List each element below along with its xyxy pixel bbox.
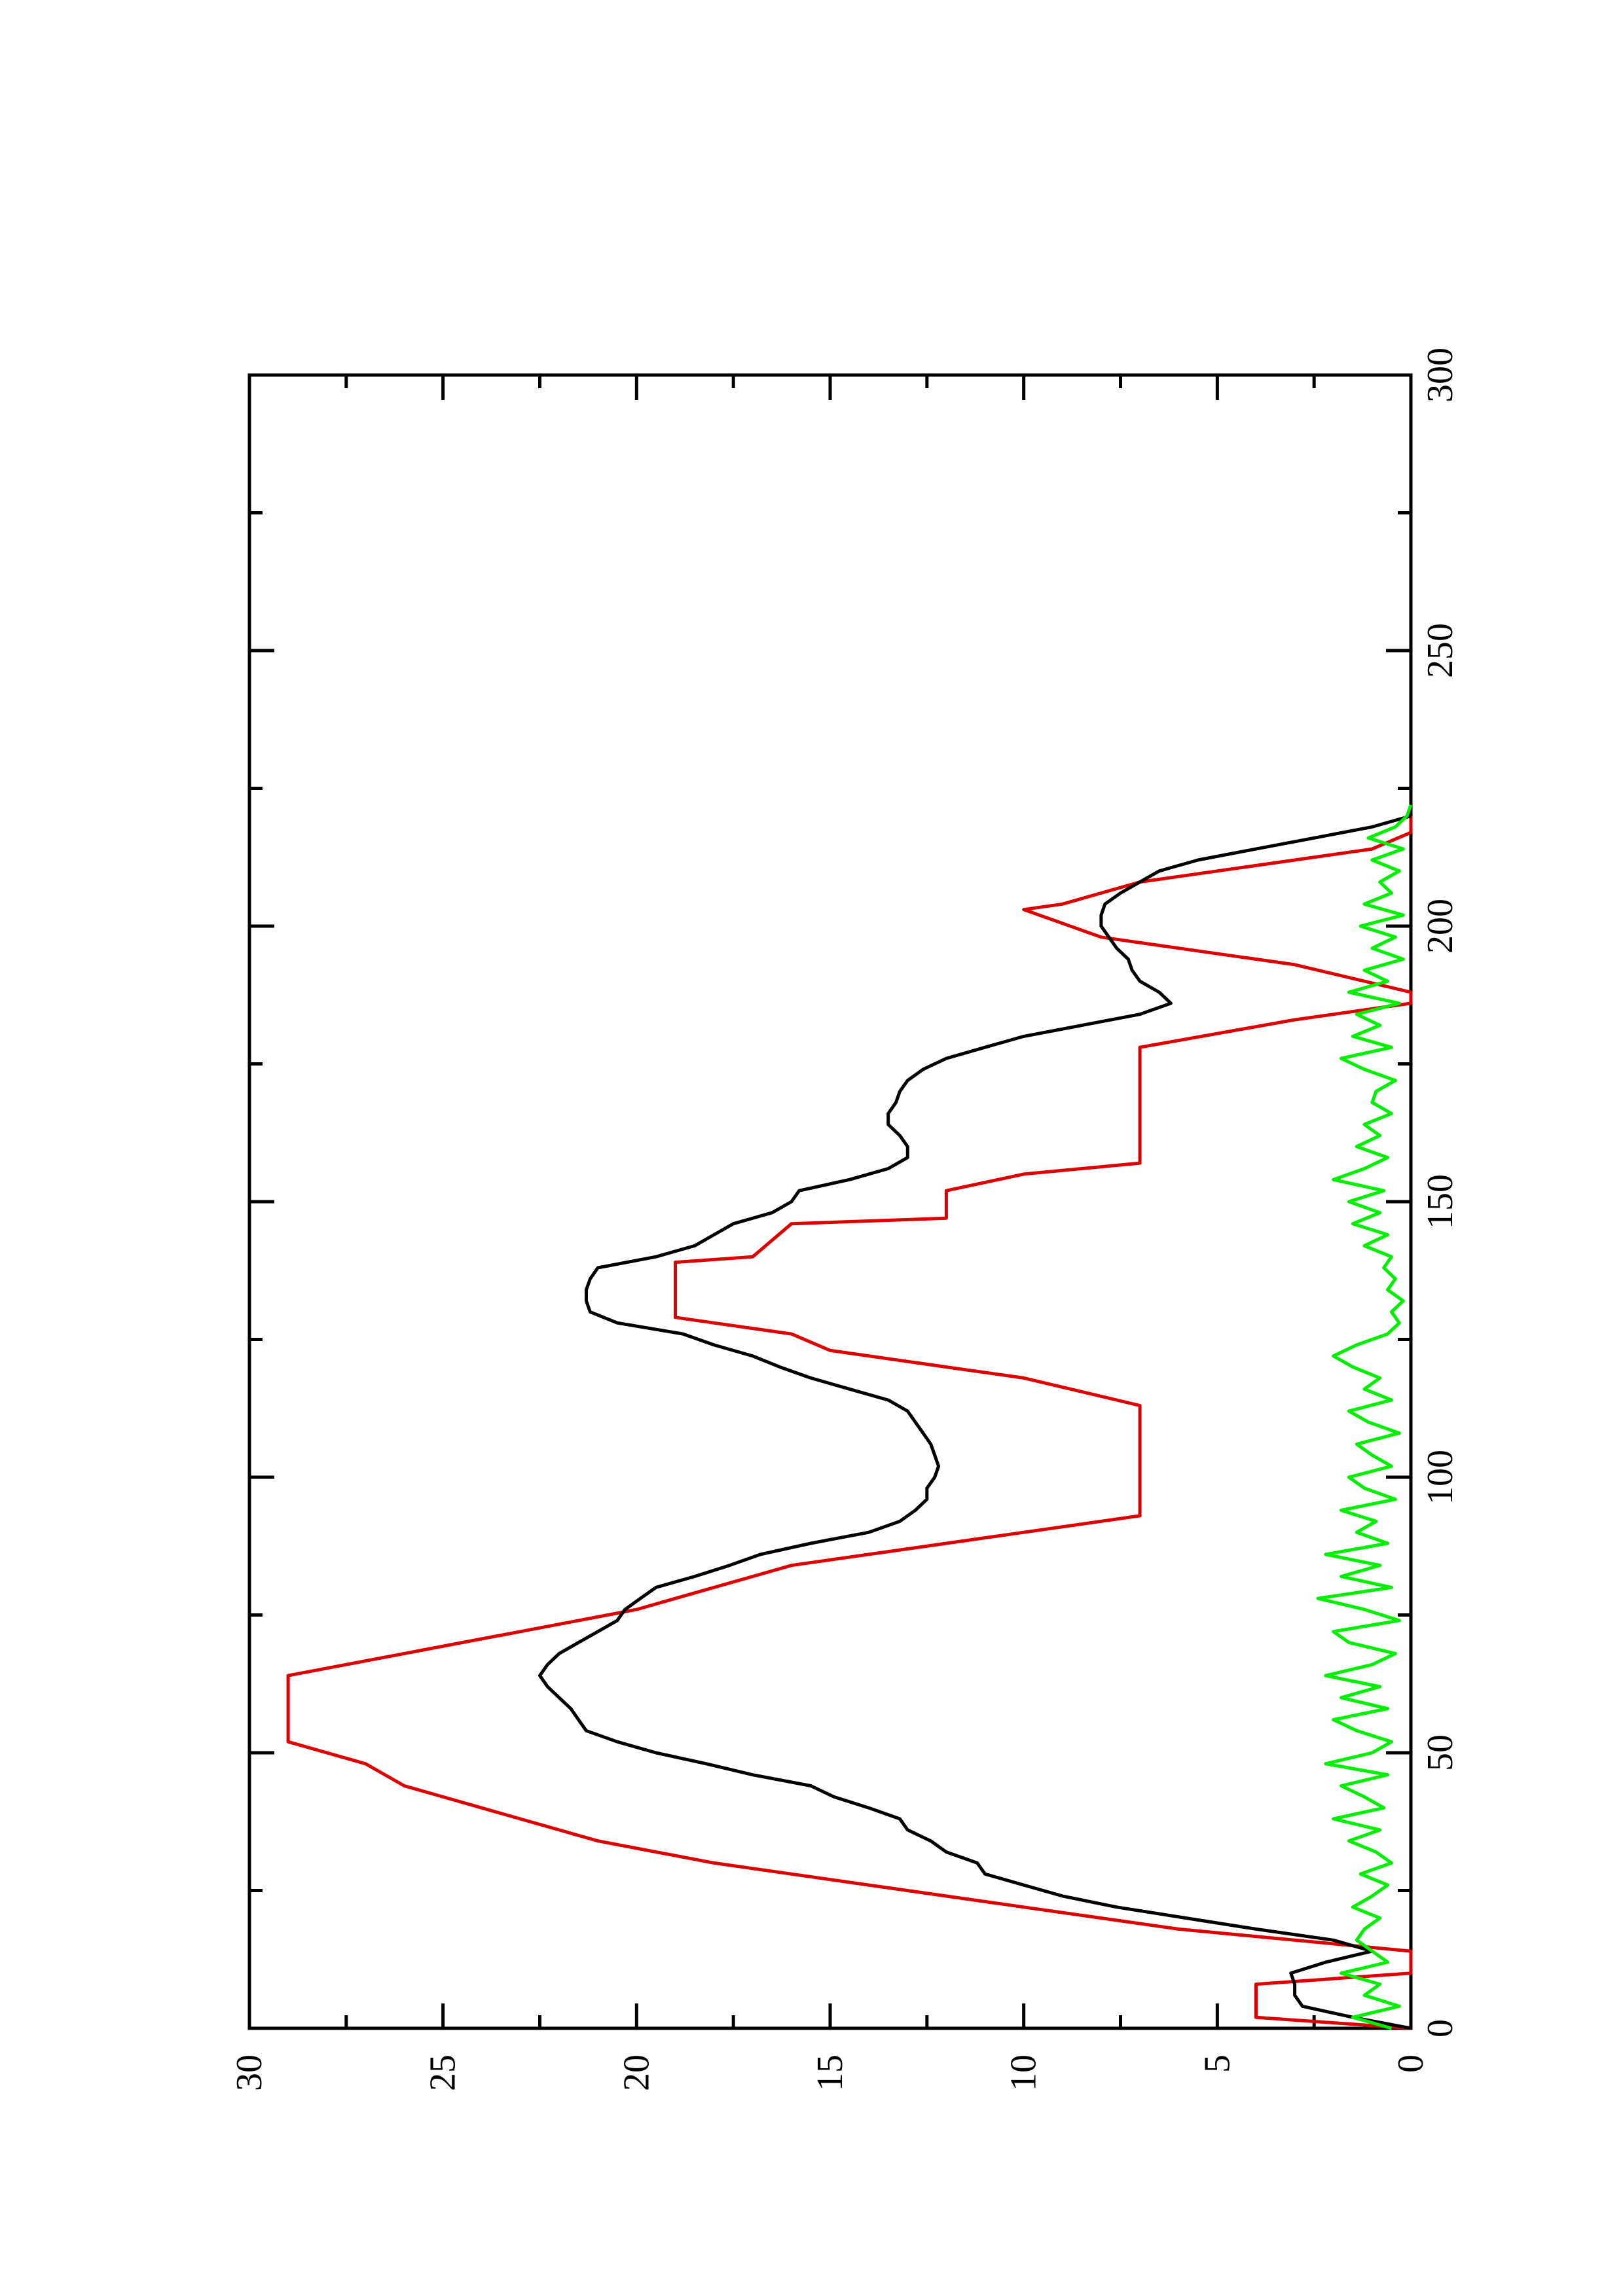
- axis-tick-labels: 0 50 100 150 200 250 300 0 5 10 15 20 25 30: [229, 348, 1461, 2091]
- x-tick-label: 50: [1420, 1734, 1461, 1771]
- y-tick-label: 5: [1197, 2054, 1237, 2073]
- x-tick-label: 0: [1420, 2019, 1461, 2037]
- y-tick-label: 10: [1004, 2054, 1044, 2091]
- series-red-line: [286, 816, 1413, 2030]
- y-tick-label: 30: [229, 2054, 270, 2091]
- x-tick-label: 200: [1420, 899, 1461, 954]
- y-tick-label: 25: [423, 2054, 464, 2091]
- y-tick-label: 20: [616, 2054, 657, 2091]
- series-green-line: [1316, 804, 1413, 2030]
- x-tick-label: 100: [1420, 1450, 1461, 1505]
- x-tick-label: 150: [1420, 1174, 1461, 1229]
- series-black-line: [538, 814, 1412, 2030]
- x-tick-label: 300: [1420, 348, 1461, 403]
- y-tick-label: 0: [1391, 2054, 1431, 2073]
- data-series: [286, 804, 1413, 2030]
- y-tick-label: 15: [810, 2054, 850, 2091]
- x-tick-label: 250: [1420, 623, 1461, 678]
- plot-frame: [247, 373, 1413, 2030]
- axis-ticks: [247, 373, 1413, 2030]
